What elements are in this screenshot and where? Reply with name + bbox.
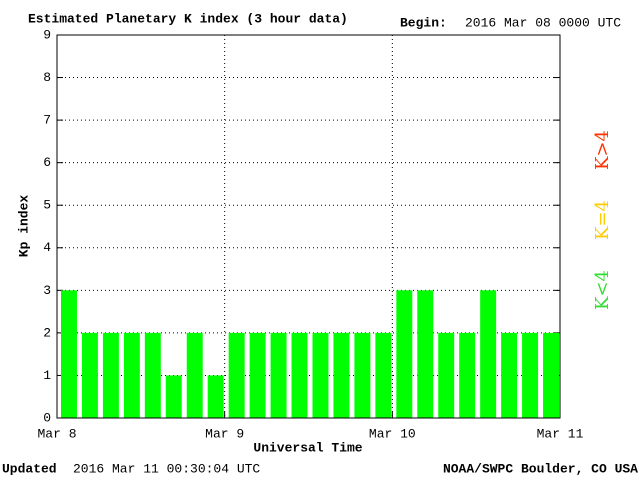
bar [291, 332, 308, 418]
y-axis-label: Kp index [16, 195, 31, 258]
bar [417, 290, 434, 418]
bar [354, 332, 371, 418]
bar [249, 332, 266, 418]
bar [375, 332, 392, 418]
x-tick-label: Mar 11 [537, 426, 584, 441]
x-tick-label: Mar 8 [37, 426, 76, 441]
y-tick-label: 2 [43, 325, 51, 340]
bar [123, 332, 140, 418]
bar [522, 332, 539, 418]
bar [186, 332, 203, 418]
bar [480, 290, 497, 418]
y-tick-label: 1 [43, 368, 51, 383]
bar [333, 332, 350, 418]
source: NOAA/SWPC Boulder, CO USA [443, 461, 638, 476]
updated-label: Updated [2, 461, 57, 476]
bar [270, 332, 287, 418]
bar [543, 332, 559, 418]
bar [312, 332, 329, 418]
legend-label: K=4 [592, 200, 613, 240]
legend-label: K>4 [592, 130, 613, 170]
y-tick-label: 3 [43, 283, 51, 298]
bar [396, 290, 413, 418]
updated-value: 2016 Mar 11 00:30:04 UTC [73, 461, 260, 476]
bar [501, 332, 518, 418]
bar [228, 332, 245, 418]
x-tick-label: Mar 9 [205, 426, 244, 441]
bar [61, 290, 77, 418]
legend-label: K<4 [592, 270, 613, 310]
y-tick-label: 7 [43, 113, 51, 128]
bar [459, 332, 476, 418]
bar [81, 332, 98, 418]
y-tick-label: 6 [43, 155, 51, 170]
bar [102, 332, 119, 418]
y-tick-label: 4 [43, 240, 51, 255]
y-tick-label: 5 [43, 198, 51, 213]
y-tick-label: 0 [43, 410, 51, 425]
bar [207, 375, 224, 418]
bar [144, 332, 161, 418]
x-tick-label: Mar 10 [369, 426, 416, 441]
y-tick-label: 9 [43, 27, 51, 42]
chart-title: Estimated Planetary K index (3 hour data… [28, 11, 348, 26]
bar [165, 375, 182, 418]
bar [438, 332, 455, 418]
x-axis-label: Universal Time [253, 440, 362, 455]
begin-value: 2016 Mar 08 0000 UTC [465, 15, 621, 30]
begin-label: Begin: [400, 15, 447, 30]
y-tick-label: 8 [43, 70, 51, 85]
plot-frame [56, 34, 561, 419]
